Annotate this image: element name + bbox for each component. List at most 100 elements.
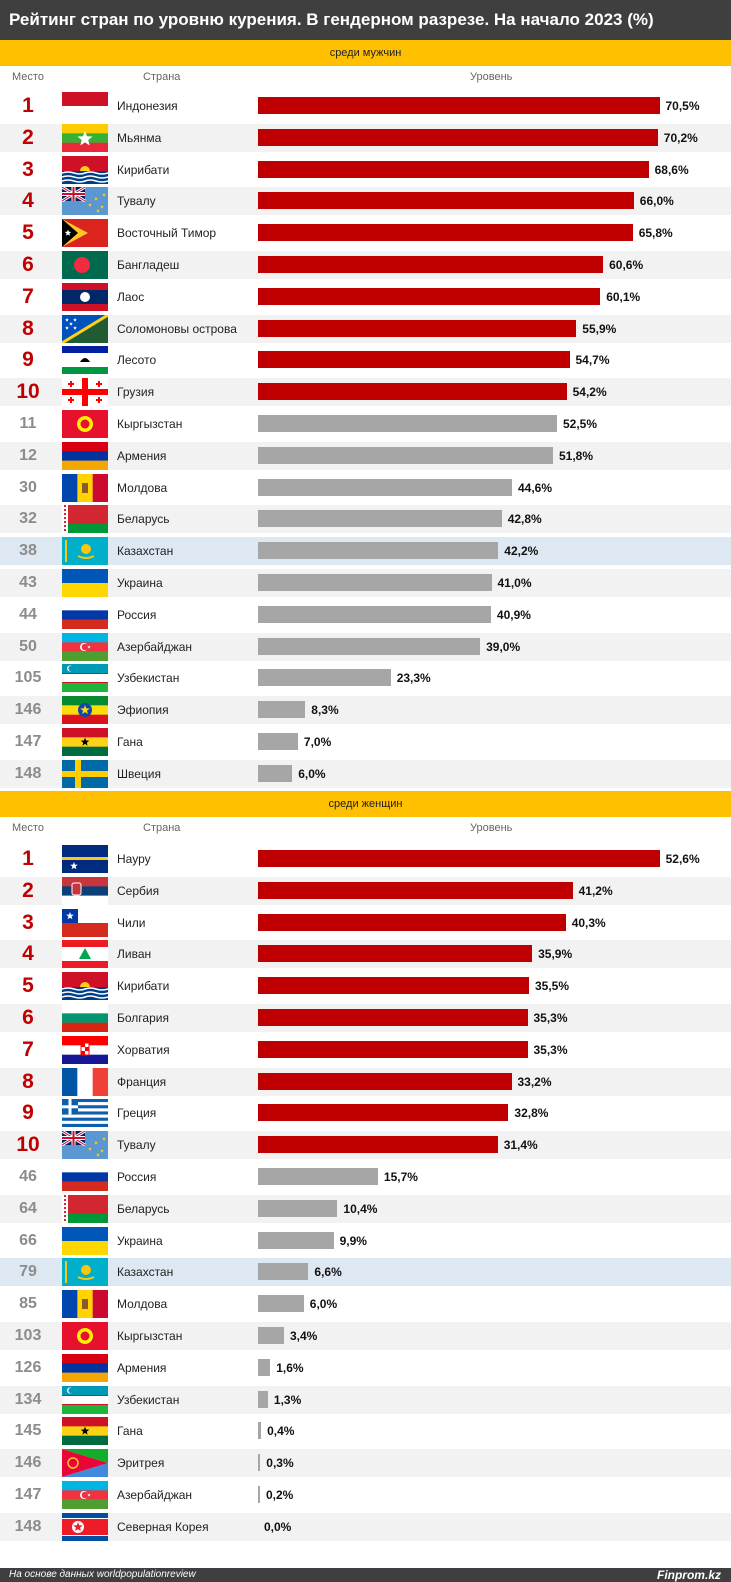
table-row: 147 Азербайджан 0,2% [0, 1481, 731, 1509]
value-label: 51,8% [559, 448, 594, 463]
flag-sweden-icon [62, 759, 108, 788]
value-label: 33,2% [517, 1074, 552, 1089]
country-label: Кирибати [117, 979, 170, 994]
value-label: 35,5% [535, 979, 570, 994]
table-row: 43 Украина 41,0% [0, 569, 731, 597]
value-label: 0,0% [264, 1519, 292, 1534]
value-label: 41,0% [497, 576, 532, 590]
flag-croatia-icon [62, 1035, 108, 1064]
flag-north-korea-icon [62, 1512, 108, 1541]
value-label: 66,0% [639, 194, 674, 209]
flag-greece-icon [62, 1099, 108, 1128]
table-row: 8 Франция 33,2% [0, 1067, 731, 1096]
table-row: 9 Греция 32,8% [0, 1099, 731, 1128]
flag-ghana-icon [62, 728, 108, 756]
value-label: 31,4% [503, 1138, 538, 1153]
country-label: Тувалу [117, 1138, 156, 1153]
value-label: 0,2% [266, 1488, 294, 1502]
flag-bangladesh-icon [62, 251, 108, 279]
country-label: Гана [117, 1424, 143, 1439]
flag-azerbaijan-icon [62, 1481, 108, 1509]
rank-label: 134 [14, 1390, 42, 1408]
table-row: 126 Армения 1,6% [0, 1353, 731, 1382]
bar [258, 1263, 309, 1281]
rank-label: 146 [14, 701, 42, 719]
bar [258, 637, 481, 655]
value-label: 55,9% [582, 321, 617, 336]
value-label: 52,6% [665, 852, 700, 866]
rank-label: 1 [22, 847, 34, 870]
rank-label: 64 [19, 1199, 37, 1217]
bar [258, 1168, 378, 1185]
value-label: 3,4% [290, 1329, 318, 1343]
rank-label: 50 [19, 637, 37, 655]
value-label: 35,3% [533, 1042, 568, 1057]
rank-label: 46 [19, 1168, 37, 1185]
value-label: 52,5% [563, 417, 598, 431]
country-label: Россия [117, 1170, 157, 1184]
flag-armenia-icon [62, 1353, 108, 1382]
value-label: 1,3% [273, 1392, 302, 1407]
flag-solomon-icon [62, 314, 108, 343]
country-label: Сербия [117, 883, 160, 898]
value-label: 40,3% [571, 915, 606, 930]
bar [258, 160, 649, 178]
table-row: 12 Армения 51,8% [0, 441, 731, 470]
rank-label: 147 [14, 733, 42, 750]
bar [258, 351, 570, 369]
table-row: 4 Ливан 35,9% [0, 940, 731, 969]
bar [258, 510, 502, 528]
rank-label: 126 [14, 1358, 42, 1376]
flag-timor-icon [62, 219, 108, 248]
table-row: 50 Азербайджан 39,0% [0, 632, 731, 661]
table-row: 105 Узбекистан 23,3% [0, 664, 731, 693]
country-label: Беларусь [117, 512, 170, 527]
rank-label: 6 [22, 1006, 34, 1029]
table-row: 147 Гана 7,0% [0, 728, 731, 756]
rank-label: 9 [22, 1101, 34, 1125]
flag-ukraine-icon [62, 1226, 108, 1255]
rank-label: 8 [22, 316, 34, 340]
table-row: 6 Бангладеш 60,6% [0, 251, 731, 279]
footer: На основе данных worldpopulationreview F… [0, 1568, 731, 1582]
bar [258, 945, 533, 963]
table-row: 2 Сербия 41,2% [0, 876, 731, 905]
bar [258, 224, 633, 242]
flag-myanmar-icon [62, 123, 108, 152]
flag-armenia-icon [62, 441, 108, 470]
table-row: 11 Кыргызстан 52,5% [0, 410, 731, 438]
bar [258, 128, 658, 146]
bar [258, 1295, 304, 1313]
bar [258, 733, 298, 750]
table-row: 79 Казахстан 6,6% [0, 1258, 731, 1287]
value-label: 70,5% [665, 99, 700, 113]
rank-label: 7 [22, 1037, 34, 1061]
table-row: 1 Науру 52,6% [0, 845, 731, 873]
value-label: 6,0% [298, 766, 326, 781]
value-label: 15,7% [383, 1170, 418, 1184]
bar [258, 1136, 498, 1154]
table-row: 64 Беларусь 10,4% [0, 1194, 731, 1223]
bar [258, 319, 577, 337]
flag-kiribati-icon [62, 155, 108, 184]
value-label: 54,7% [575, 353, 610, 368]
rank-label: 8 [22, 1069, 34, 1093]
country-label: Болгария [117, 1011, 169, 1025]
bar [258, 256, 604, 273]
bar [258, 97, 660, 114]
table-row: 10 Грузия 54,2% [0, 378, 731, 407]
rank-label: 4 [22, 189, 34, 213]
country-label: Тувалу [117, 194, 156, 209]
bar [258, 1104, 509, 1122]
table-row: 66 Украина 9,9% [0, 1226, 731, 1255]
bar [258, 913, 566, 931]
rank-label: 6 [22, 253, 34, 276]
bar [258, 605, 491, 623]
column-header-rank: Место [12, 822, 44, 834]
value-label: 60,6% [609, 258, 644, 272]
flag-russia-icon [62, 600, 108, 629]
bar [258, 1454, 261, 1472]
country-label: Швеция [117, 766, 161, 781]
rank-label: 145 [14, 1422, 42, 1440]
value-label: 60,1% [606, 289, 641, 304]
